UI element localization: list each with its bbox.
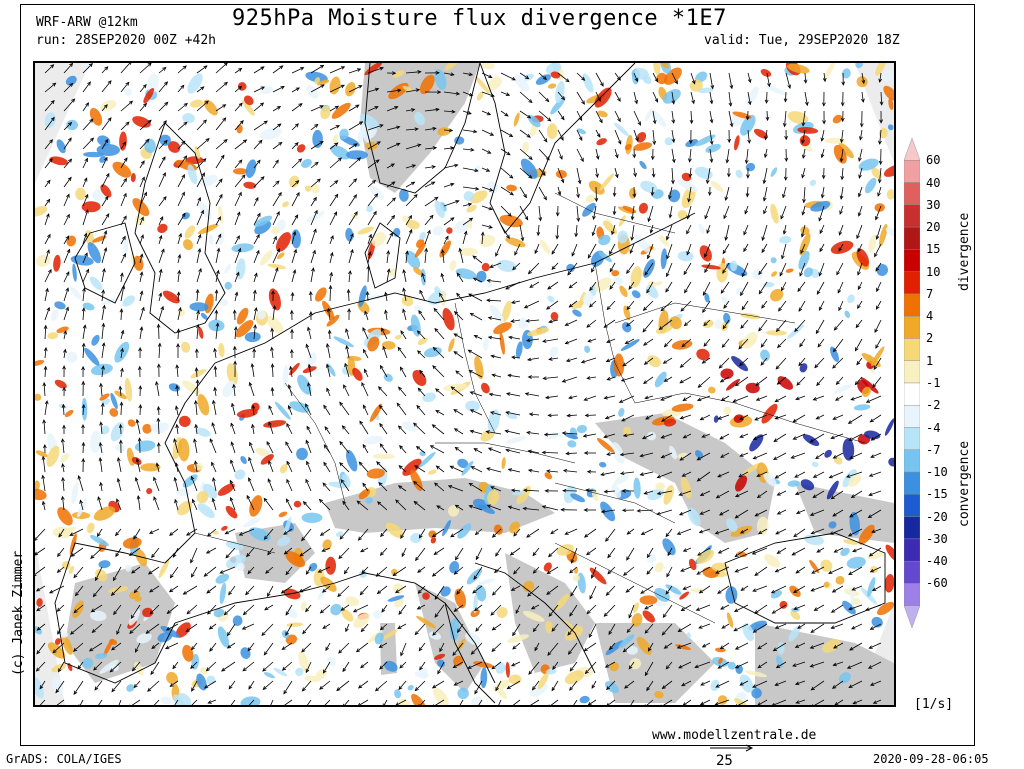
colorbar-tick-label: -40 xyxy=(926,554,948,568)
run-label: run: 28SEP2020 00Z +42h xyxy=(36,33,216,48)
divergence-patch xyxy=(312,130,323,148)
divergence-patch xyxy=(509,675,522,685)
colorbar-swatch xyxy=(904,494,920,516)
wind-vector xyxy=(140,438,141,453)
map-title: 925hPa Moisture flux divergence *1E7 xyxy=(232,6,727,31)
colorbar-swatch xyxy=(904,205,920,227)
colorbar-swatch xyxy=(904,227,920,249)
colorbar-swatch xyxy=(904,272,920,294)
colorbar-swatch xyxy=(904,338,920,360)
wind-vector xyxy=(767,92,768,103)
valid-time-label: valid: Tue, 29SEP2020 18Z xyxy=(704,33,900,48)
colorbar-tick-label: 10 xyxy=(926,265,940,279)
colorbar-tick-label: -1 xyxy=(926,376,940,390)
colorbar-swatch xyxy=(904,316,920,338)
convergence-label: convergence xyxy=(957,441,972,527)
colorbar-tick-label: -60 xyxy=(926,576,948,590)
divergence-patch xyxy=(302,513,323,523)
wind-vector xyxy=(368,266,369,282)
divergence-label: divergence xyxy=(957,213,972,291)
colorbar-tick-label: -20 xyxy=(926,510,948,524)
colorbar-swatch xyxy=(904,138,920,160)
colorbar-tick-label: 7 xyxy=(926,287,933,301)
colorbar-swatch xyxy=(904,294,920,316)
colorbar-swatch xyxy=(904,405,920,427)
model-label: WRF-ARW @12km xyxy=(36,15,138,30)
colorbar-swatch xyxy=(904,539,920,561)
website-link[interactable]: www.modellzentrale.de xyxy=(652,728,816,743)
colorbar-tick-label: 2 xyxy=(926,331,933,345)
copyright-label: (c) Janek Zimmer xyxy=(11,551,26,676)
map-canvas xyxy=(35,63,894,705)
colorbar-tick-label: -30 xyxy=(926,532,948,546)
colorbar-swatch xyxy=(904,249,920,271)
colorbar-tick-label: -10 xyxy=(926,465,948,479)
colorbar-tick-label: 40 xyxy=(926,176,940,190)
colorbar-swatch xyxy=(904,583,920,605)
colorbar xyxy=(904,138,920,628)
colorbar-swatch xyxy=(904,472,920,494)
colorbar-swatch xyxy=(904,561,920,583)
colorbar-swatch xyxy=(904,160,920,182)
colorbar-tick-label: 4 xyxy=(926,309,933,323)
colorbar-tick-label: 30 xyxy=(926,198,940,212)
colorbar-tick-label: 1 xyxy=(926,354,933,368)
colorbar-tick-label: -4 xyxy=(926,421,940,435)
divergence-patch xyxy=(294,501,301,508)
colorbar-tick-label: 15 xyxy=(926,242,940,256)
grads-credit: GrADS: COLA/IGES xyxy=(6,752,122,766)
colorbar-swatch xyxy=(904,361,920,383)
colorbar-tick-label: -7 xyxy=(926,443,940,457)
divergence-patch xyxy=(389,268,396,276)
colorbar-swatch xyxy=(904,606,920,628)
unit-label: [1/s] xyxy=(914,697,953,712)
colorbar-swatch xyxy=(904,450,920,472)
colorbar-swatch xyxy=(904,383,920,405)
divergence-patch xyxy=(778,642,785,654)
colorbar-swatch xyxy=(904,517,920,539)
colorbar-tick-label: 60 xyxy=(926,153,940,167)
colorbar-tick-label: -15 xyxy=(926,487,948,501)
colorbar-swatch xyxy=(904,183,920,205)
reference-vector-value: 25 xyxy=(716,753,733,769)
colorbar-swatches xyxy=(904,138,920,628)
weather-map xyxy=(33,61,896,707)
colorbar-tick-label: -2 xyxy=(926,398,940,412)
wind-vector xyxy=(159,324,160,339)
generation-timestamp: 2020-09-28-06:05 xyxy=(873,752,989,766)
colorbar-swatch xyxy=(904,428,920,450)
wind-vector xyxy=(596,187,597,201)
colorbar-tick-label: 20 xyxy=(926,220,940,234)
